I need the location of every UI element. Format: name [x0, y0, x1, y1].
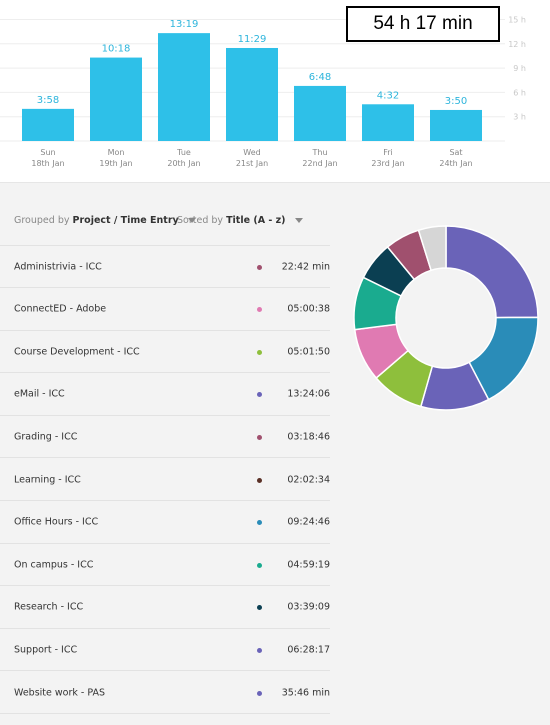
- color-dot-icon: [257, 349, 262, 355]
- bar-value-label: 13:19: [170, 19, 199, 30]
- color-dot-icon: [257, 434, 262, 440]
- sort-by-dropdown[interactable]: Sorted by Title (A - z): [177, 215, 303, 226]
- caret-down-icon: [294, 218, 303, 223]
- color-dot-icon: [257, 264, 262, 270]
- entry-name: Office Hours - ICC: [14, 516, 99, 528]
- x-tick-day: Thu: [311, 148, 327, 157]
- entry-name: ConnectED - Adobe: [14, 303, 107, 315]
- list-item[interactable]: Research - ICC 03:39:09: [0, 587, 330, 629]
- bar-value-label: 3:58: [37, 95, 59, 106]
- list-item[interactable]: Course Development - ICC 05:01:50: [0, 331, 330, 374]
- list-item[interactable]: Learning - ICC 02:02:34: [0, 459, 330, 501]
- x-tick-date: 23rd Jan: [371, 159, 404, 168]
- color-dot-icon: [257, 690, 262, 696]
- donut-slice[interactable]: [417, 225, 447, 272]
- donut-slice[interactable]: [375, 349, 434, 408]
- y-tick-label: 9 h: [513, 64, 526, 73]
- donut-slice[interactable]: [353, 323, 410, 380]
- entry-name: Administrivia - ICC: [14, 261, 102, 272]
- x-tick-date: 21st Jan: [236, 159, 268, 168]
- color-dot-icon: [257, 477, 262, 483]
- list-item[interactable]: ConnectED - Adobe 05:00:38: [0, 289, 330, 331]
- entry-duration: 09:24:46: [287, 516, 330, 528]
- color-dot-icon: [257, 307, 262, 313]
- entry-duration: 22:42 min: [281, 261, 330, 272]
- bar[interactable]: [158, 33, 210, 141]
- entry-duration: 04:59:19: [287, 559, 330, 571]
- donut-slice[interactable]: [362, 245, 416, 297]
- entry-duration: 35:46 min: [281, 687, 330, 698]
- donut-slice[interactable]: [445, 225, 539, 319]
- entry-name: On campus - ICC: [14, 559, 94, 571]
- x-tick-day: Tue: [176, 148, 191, 157]
- x-tick-day: Sat: [449, 148, 462, 157]
- bar-value-label: 10:18: [102, 44, 131, 55]
- entry-duration: 06:28:17: [287, 644, 330, 656]
- x-tick-day: Fri: [383, 148, 393, 157]
- entry-duration: 02:02:34: [287, 474, 330, 485]
- color-dot-icon: [257, 605, 262, 611]
- entry-name: Website work - PAS: [14, 687, 105, 698]
- sort-by-prefix: Sorted by: [177, 215, 224, 226]
- entry-duration: 13:24:06: [287, 388, 330, 400]
- bar[interactable]: [90, 57, 142, 141]
- sort-by-value: Title (A - z): [226, 215, 286, 226]
- color-dot-icon: [257, 562, 262, 568]
- entry-name: Research - ICC: [14, 601, 84, 613]
- bar[interactable]: [294, 85, 346, 141]
- section-divider: [0, 182, 550, 183]
- group-by-prefix: Grouped by: [14, 215, 70, 226]
- bar-value-label: 3:50: [445, 96, 467, 107]
- x-tick-date: 22nd Jan: [302, 159, 337, 168]
- caret-down-icon: [187, 218, 196, 223]
- donut-slice[interactable]: [419, 361, 490, 411]
- list-item[interactable]: Administrivia - ICC 22:42 min: [0, 246, 330, 288]
- x-tick-day: Mon: [108, 148, 125, 157]
- entry-name: Course Development - ICC: [14, 346, 140, 358]
- list-item[interactable]: eMail - ICC 13:24:06: [0, 374, 330, 416]
- list-divider: [0, 245, 330, 246]
- bar-value-label: 6:48: [309, 72, 331, 83]
- x-tick-day: Sun: [40, 148, 55, 157]
- weekly-bar-chart: 3 h 6 h 9 h 12 h 15 h 3:58 Sun 18th Jan 10:18 Mon…: [0, 0, 550, 182]
- total-duration: 54 h 17 min: [346, 6, 500, 42]
- color-dot-icon: [257, 520, 262, 526]
- y-tick-label: 12 h: [508, 40, 526, 49]
- donut-slice[interactable]: [468, 316, 539, 401]
- entry-name: Support - ICC: [14, 644, 78, 656]
- bar[interactable]: [362, 104, 414, 141]
- x-tick-date: 18th Jan: [31, 159, 64, 168]
- y-tick-label: 3 h: [513, 113, 526, 122]
- y-tick-label: 6 h: [513, 88, 526, 97]
- list-item[interactable]: Website work - PAS 35:46 min: [0, 672, 330, 714]
- entry-name: eMail - ICC: [14, 388, 65, 400]
- color-dot-icon: [257, 647, 262, 653]
- list-item[interactable]: Grading - ICC 03:18:46: [0, 416, 330, 459]
- entry-name: Grading - ICC: [14, 431, 78, 443]
- x-tick-day: Wed: [243, 148, 260, 157]
- donut-slice[interactable]: [353, 276, 403, 331]
- color-dot-icon: [257, 392, 262, 398]
- group-by-value: Project / Time Entry: [72, 215, 179, 226]
- y-tick-label: 15 h: [508, 16, 526, 25]
- entry-duration: 05:01:50: [287, 346, 330, 358]
- group-by-dropdown[interactable]: Grouped by Project / Time Entry: [14, 215, 196, 226]
- entry-duration: 05:00:38: [287, 303, 330, 315]
- bar-chart-canvas: 3 h 6 h 9 h 12 h 15 h 3:58 Sun 18th Jan 10:18 Mon…: [0, 16, 526, 168]
- entry-duration: 03:39:09: [287, 601, 330, 613]
- list-item[interactable]: Support - ICC 06:28:17: [0, 629, 330, 672]
- list-item[interactable]: Office Hours - ICC 09:24:46: [0, 502, 330, 544]
- bar-value-label: 11:29: [238, 34, 267, 45]
- x-tick-date: 24th Jan: [439, 159, 472, 168]
- bar[interactable]: [226, 47, 278, 141]
- bar-value-label: 4:32: [377, 90, 399, 101]
- bar[interactable]: [22, 108, 74, 141]
- x-tick-date: 19th Jan: [99, 159, 132, 168]
- bar[interactable]: [430, 109, 482, 141]
- entry-name: Learning - ICC: [14, 474, 81, 485]
- list-item[interactable]: On campus - ICC 04:59:19: [0, 544, 330, 587]
- x-tick-date: 20th Jan: [167, 159, 200, 168]
- entry-duration: 03:18:46: [287, 431, 330, 443]
- donut-slice[interactable]: [386, 229, 433, 281]
